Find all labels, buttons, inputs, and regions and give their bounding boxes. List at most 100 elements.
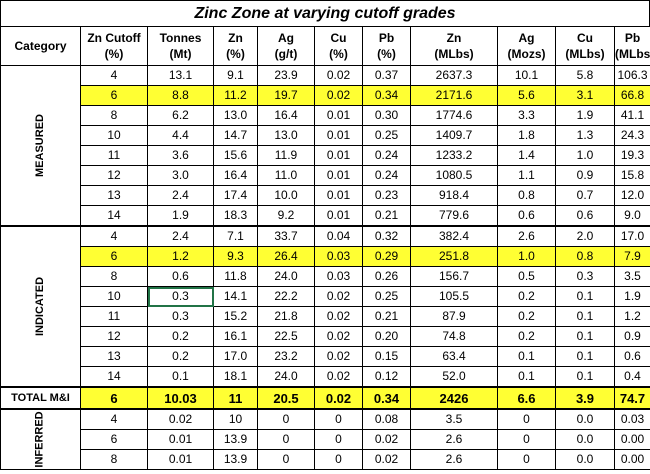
table-cell[interactable]: 0.00 (614, 449, 650, 470)
column-header[interactable]: Zn (%) (213, 26, 258, 66)
table-cell[interactable]: 0.34 (362, 85, 411, 106)
table-cell[interactable]: 0.03 (314, 246, 363, 267)
table-cell[interactable]: 10.03 (147, 386, 214, 410)
table-cell[interactable]: 0.1 (497, 366, 556, 388)
table-cell[interactable]: 3.5 (614, 266, 650, 287)
table-cell[interactable]: 1.1 (497, 165, 556, 186)
table-cell[interactable]: 0 (314, 408, 363, 430)
table-cell[interactable]: 0.20 (362, 326, 411, 347)
table-cell[interactable]: 382.4 (410, 225, 498, 247)
column-header[interactable]: Cu (%) (314, 26, 363, 66)
table-cell[interactable]: 13.9 (213, 429, 258, 450)
table-cell[interactable]: 17.4 (213, 185, 258, 206)
table-cell[interactable]: 0.02 (314, 366, 363, 388)
table-cell[interactable]: 2.4 (147, 185, 214, 206)
table-cell[interactable]: 15.6 (213, 145, 258, 166)
table-cell[interactable]: 6 (80, 246, 148, 267)
selected-cell[interactable]: 0.3 (147, 286, 214, 307)
table-cell[interactable]: 0.02 (314, 85, 363, 106)
table-cell[interactable]: 1.9 (614, 286, 650, 307)
table-cell[interactable]: 2.6 (410, 429, 498, 450)
table-cell[interactable]: 3.1 (555, 85, 615, 106)
table-cell[interactable]: 52.0 (410, 366, 498, 388)
table-cell[interactable]: 74.7 (614, 386, 650, 410)
column-header[interactable]: Zn (MLbs) (410, 26, 498, 66)
table-cell[interactable]: 0.01 (314, 105, 363, 126)
table-cell[interactable]: 0.2 (497, 326, 556, 347)
table-cell[interactable]: 2.6 (497, 225, 556, 247)
table-cell[interactable]: 0.9 (614, 326, 650, 347)
category-label-cell[interactable]: INFERRED (0, 408, 81, 470)
table-cell[interactable]: 1.9 (555, 105, 615, 126)
table-cell[interactable]: 10 (80, 286, 148, 307)
table-cell[interactable]: 87.9 (410, 306, 498, 327)
table-cell[interactable]: 0.02 (362, 449, 411, 470)
table-cell[interactable]: 13.0 (257, 125, 315, 146)
table-cell[interactable]: 1.3 (555, 125, 615, 146)
table-cell[interactable]: 4 (80, 225, 148, 247)
table-cell[interactable]: 11.8 (213, 266, 258, 287)
table-cell[interactable]: 1080.5 (410, 165, 498, 186)
table-cell[interactable]: 19.7 (257, 85, 315, 106)
table-cell[interactable]: 13.9 (213, 449, 258, 470)
table-cell[interactable]: 15.8 (614, 165, 650, 186)
table-cell[interactable]: 0.3 (555, 266, 615, 287)
table-cell[interactable]: 0.6 (614, 346, 650, 367)
table-cell[interactable]: 1.2 (614, 306, 650, 327)
table-cell[interactable]: 16.1 (213, 326, 258, 347)
table-cell[interactable]: 3.6 (147, 145, 214, 166)
column-header[interactable]: Ag (g/t) (257, 26, 315, 66)
table-cell[interactable]: 0.32 (362, 225, 411, 247)
table-cell[interactable]: 0.04 (314, 225, 363, 247)
table-cell[interactable]: 6.6 (497, 386, 556, 410)
table-cell[interactable]: 23.2 (257, 346, 315, 367)
table-cell[interactable]: 2.6 (410, 449, 498, 470)
table-cell[interactable]: 0.8 (497, 185, 556, 206)
table-cell[interactable]: 1.9 (147, 205, 214, 227)
table-cell[interactable]: 3.9 (555, 386, 615, 410)
table-cell[interactable]: 0.7 (555, 185, 615, 206)
table-cell[interactable]: 11.9 (257, 145, 315, 166)
table-cell[interactable]: 251.8 (410, 246, 498, 267)
table-cell[interactable]: 0.03 (614, 408, 650, 430)
table-cell[interactable]: 10.1 (497, 65, 556, 86)
table-cell[interactable]: 8 (80, 105, 148, 126)
table-cell[interactable]: 0.30 (362, 105, 411, 126)
table-cell[interactable]: 0.03 (314, 266, 363, 287)
category-label-cell[interactable]: MEASURED (0, 65, 81, 227)
table-cell[interactable]: 0.34 (362, 386, 411, 410)
column-header[interactable]: Tonnes (Mt) (147, 26, 214, 66)
table-cell[interactable]: 0.2 (147, 346, 214, 367)
table-cell[interactable]: 0.00 (614, 429, 650, 450)
table-cell[interactable]: 918.4 (410, 185, 498, 206)
table-cell[interactable]: 0.02 (314, 326, 363, 347)
table-cell[interactable]: 17.0 (213, 346, 258, 367)
table-cell[interactable]: 3.3 (497, 105, 556, 126)
table-cell[interactable]: 0.02 (147, 408, 214, 430)
table-cell[interactable]: 0.24 (362, 145, 411, 166)
column-header[interactable]: Cu (MLbs) (555, 26, 615, 66)
table-cell[interactable]: 66.8 (614, 85, 650, 106)
table-cell[interactable]: 0.25 (362, 125, 411, 146)
table-cell[interactable]: 5.6 (497, 85, 556, 106)
table-cell[interactable]: 0.21 (362, 306, 411, 327)
table-cell[interactable]: 0.15 (362, 346, 411, 367)
table-cell[interactable]: 0.08 (362, 408, 411, 430)
table-cell[interactable]: 14.7 (213, 125, 258, 146)
table-cell[interactable]: 2.4 (147, 225, 214, 247)
table-cell[interactable]: 0.37 (362, 65, 411, 86)
table-cell[interactable]: 11.2 (213, 85, 258, 106)
table-cell[interactable]: 1.0 (497, 246, 556, 267)
table-cell[interactable]: 1233.2 (410, 145, 498, 166)
table-cell[interactable]: 105.5 (410, 286, 498, 307)
table-cell[interactable]: 0.6 (555, 205, 615, 227)
table-cell[interactable]: 10 (213, 408, 258, 430)
table-cell[interactable]: 10 (80, 125, 148, 146)
table-cell[interactable]: 0.01 (314, 185, 363, 206)
table-cell[interactable]: 9.3 (213, 246, 258, 267)
column-header[interactable]: Ag (Mozs) (497, 26, 556, 66)
table-cell[interactable]: 0.1 (497, 346, 556, 367)
table-cell[interactable]: 106.3 (614, 65, 650, 86)
table-cell[interactable]: 2426 (410, 386, 498, 410)
table-cell[interactable]: 0.0 (555, 449, 615, 470)
